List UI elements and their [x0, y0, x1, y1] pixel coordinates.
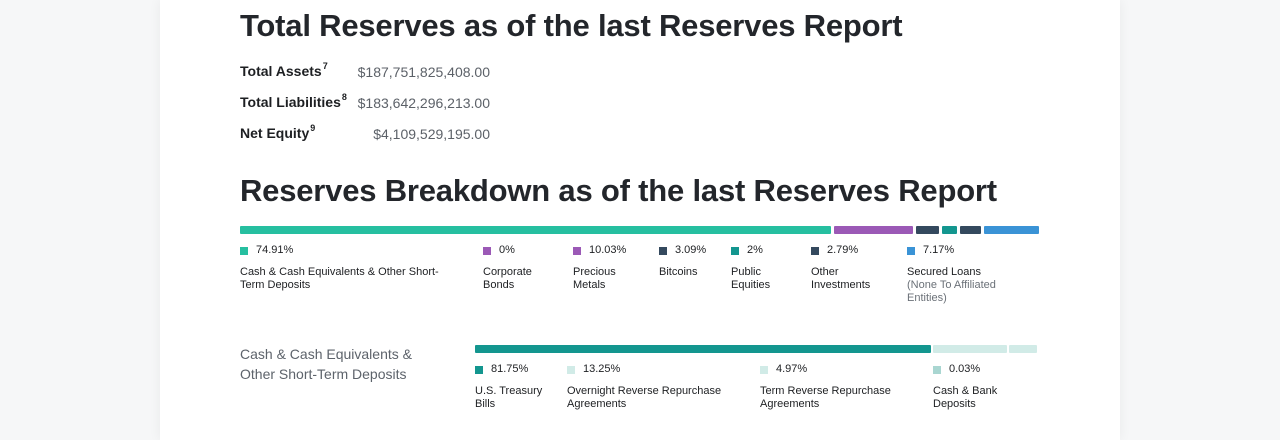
net-equity-value: $4,109,529,195.00 — [373, 126, 490, 142]
category-cash-bank-deposits: 0.03% Cash & Bank Deposits — [933, 363, 998, 410]
bar-term-repo — [1009, 345, 1037, 353]
content-card — [160, 0, 1120, 440]
total-assets-label: Total Assets7 — [240, 61, 328, 79]
total-liabilities-value: $183,642,296,213.00 — [357, 95, 490, 111]
legend-swatch — [240, 246, 248, 255]
category-corporate-bonds: 0% Corporate Bonds — [483, 244, 532, 291]
category-term-repo: 4.97% Term Reverse Repurchase Agreements — [760, 363, 891, 410]
legend-swatch — [933, 365, 941, 374]
category-cash-equivalents: 74.91% Cash & Cash Equivalents & Other S… — [240, 244, 439, 291]
bar-precious-metals — [834, 226, 913, 234]
category-treasury-bills: 81.75% U.S. Treasury Bills — [475, 363, 543, 410]
category-overnight-repo: 13.25% Overnight Reverse Repurchase Agre… — [567, 363, 722, 410]
bar-overnight-repo — [933, 345, 1007, 353]
bar-cash-equivalents — [240, 226, 831, 234]
bar-other-investments — [960, 226, 981, 234]
cash-section-label: Cash & Cash Equivalents & Other Short-Te… — [240, 346, 412, 382]
legend-swatch — [475, 365, 483, 374]
total-reserves-heading: Total Reserves as of the last Reserves R… — [240, 8, 903, 43]
category-secured-loans: 7.17% Secured Loans (None To Affiliated … — [907, 244, 996, 304]
bar-secured-loans — [984, 226, 1039, 234]
net-equity-label: Net Equity9 — [240, 123, 316, 141]
legend-swatch — [731, 246, 739, 255]
category-precious-metals: 10.03% Precious Metals — [573, 244, 627, 291]
total-assets-value: $187,751,825,408.00 — [357, 64, 490, 80]
legend-swatch — [907, 246, 915, 255]
bar-public-equities — [942, 226, 957, 234]
legend-swatch — [659, 246, 667, 255]
legend-swatch — [567, 365, 575, 374]
legend-swatch — [483, 246, 491, 255]
legend-swatch — [760, 365, 768, 374]
legend-swatch — [811, 246, 819, 255]
legend-swatch — [573, 246, 581, 255]
reserves-breakdown-heading: Reserves Breakdown as of the last Reserv… — [240, 173, 997, 208]
category-public-equities: 2% Public Equities — [731, 244, 771, 291]
bar-bitcoins — [916, 226, 939, 234]
category-bitcoins: 3.09% Bitcoins — [659, 244, 707, 278]
bar-treasury-bills — [475, 345, 931, 353]
total-liabilities-label: Total Liabilities8 — [240, 92, 347, 110]
category-other-investments: 2.79% Other Investments — [811, 244, 871, 291]
